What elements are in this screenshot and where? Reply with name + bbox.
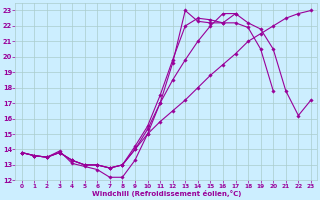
X-axis label: Windchill (Refroidissement éolien,°C): Windchill (Refroidissement éolien,°C)	[92, 190, 241, 197]
